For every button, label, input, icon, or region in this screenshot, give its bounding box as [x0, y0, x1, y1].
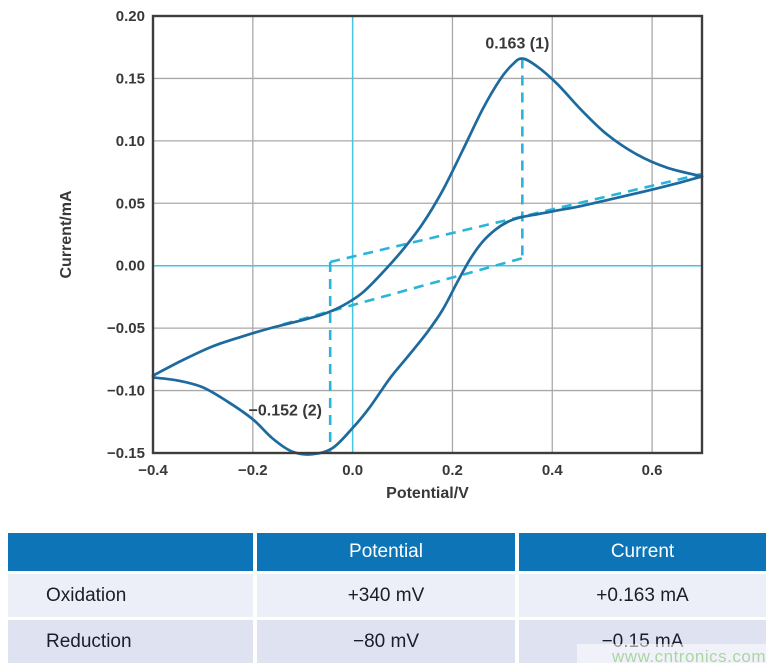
cv-chart-svg: 0.20 0.15 0.10 0.05 0.00 −0.05 −0.10 −0.15−0.4 −… — [58, 8, 704, 502]
y-tick-label: 0.20 — [116, 8, 145, 25]
table-row-reduction-label: Reduction — [8, 620, 253, 663]
y-tick-label: 0.00 — [116, 258, 145, 275]
y-tick-label: −0.05 — [107, 320, 145, 337]
x-tick-label: 0.4 — [542, 462, 564, 479]
x-axis-title: Potential/V — [386, 485, 469, 502]
table-row-reduction-potential: −80 mV — [257, 620, 515, 663]
table-header-current: Current — [519, 533, 766, 571]
cv-chart: 0.20 0.15 0.10 0.05 0.00 −0.05 −0.10 −0.15 −0.4 −… — [58, 8, 704, 502]
table-row-oxidation-label: Oxidation — [8, 574, 253, 617]
peak-annotation: −0.152 (2) — [249, 403, 322, 420]
y-tick-label: 0.05 — [116, 195, 145, 212]
table-header-potential: Potential — [257, 533, 515, 571]
y-tick-label: 0.15 — [116, 70, 145, 87]
cv-curve-cathodic-sweep — [151, 175, 704, 456]
x-tick-label: 0.2 — [442, 462, 463, 479]
y-tick-label: −0.10 — [107, 383, 145, 400]
peak-annotation: 0.163 (1) — [485, 35, 549, 52]
plot-frame — [151, 14, 704, 455]
x-tick-label: 0.0 — [342, 462, 363, 479]
table-row-oxidation-current: +0.163 mA — [519, 574, 766, 617]
x-tick-label: 0.6 — [642, 462, 663, 479]
y-tick-label: −0.15 — [107, 445, 145, 462]
y-tick-label: 0.10 — [116, 133, 145, 150]
table-header-empty — [8, 533, 253, 571]
results-table: Potential Current Oxidation +340 mV +0.1… — [8, 533, 766, 663]
y-axis-title: Current/mA — [58, 190, 75, 278]
x-tick-label: −0.4 — [138, 462, 168, 479]
watermark-text: www.cntronics.com — [612, 647, 766, 666]
watermark: www.cntronics.com — [577, 644, 772, 670]
cv-curve-anodic-sweep — [151, 57, 704, 377]
table-row-oxidation-potential: +340 mV — [257, 574, 515, 617]
x-tick-label: −0.2 — [238, 462, 268, 479]
